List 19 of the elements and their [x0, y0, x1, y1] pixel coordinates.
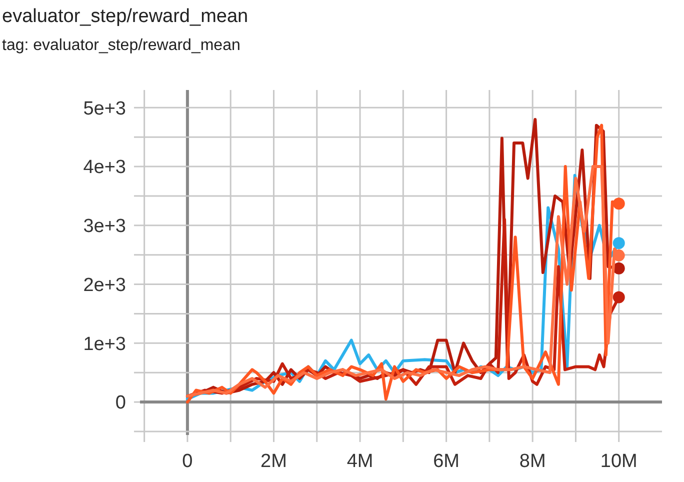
point	[612, 237, 625, 250]
y-tick-label: 4e+3	[83, 157, 126, 178]
x-tick-label: 8M	[519, 451, 546, 472]
y-tick-label: 3e+3	[83, 216, 126, 238]
x-tick-label: 6M	[433, 451, 460, 472]
x-tick-label: 2M	[260, 451, 287, 472]
point	[612, 249, 625, 262]
y-tick-label: 1e+3	[83, 334, 126, 355]
y-tick-label: 5e+3	[83, 98, 126, 120]
x-tick-label: 0	[182, 451, 193, 472]
point	[612, 198, 625, 210]
point	[612, 291, 625, 304]
x-tick-label: 4M	[346, 451, 374, 472]
y-tick-label: 2e+3	[83, 274, 126, 296]
point	[612, 262, 625, 274]
chart-title: evaluator_step/reward_mean	[2, 6, 248, 27]
y-tick-label: 0	[115, 392, 126, 414]
x-tick-label: 10M	[600, 451, 638, 472]
chart-subtitle: tag: evaluator_step/reward_mean	[2, 37, 240, 54]
